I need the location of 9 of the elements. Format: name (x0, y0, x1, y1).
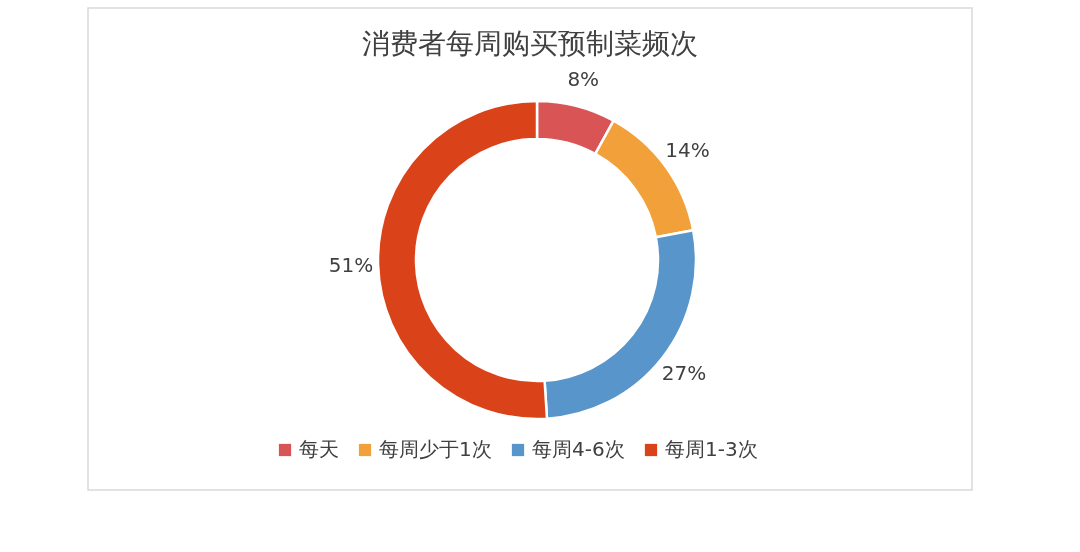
data-label: 51% (328, 252, 374, 277)
data-label: 27% (661, 361, 707, 385)
data-label: 14% (665, 137, 710, 162)
data-label: 8% (567, 66, 600, 91)
legend-label: 每天 (299, 437, 339, 461)
legend-label: 每周少于1次 (379, 437, 492, 461)
legend-label: 每周4-6次 (532, 437, 625, 461)
chart-title: 消费者每周购买预制菜频次 (362, 27, 698, 60)
legend-label: 每周1-3次 (665, 437, 758, 461)
